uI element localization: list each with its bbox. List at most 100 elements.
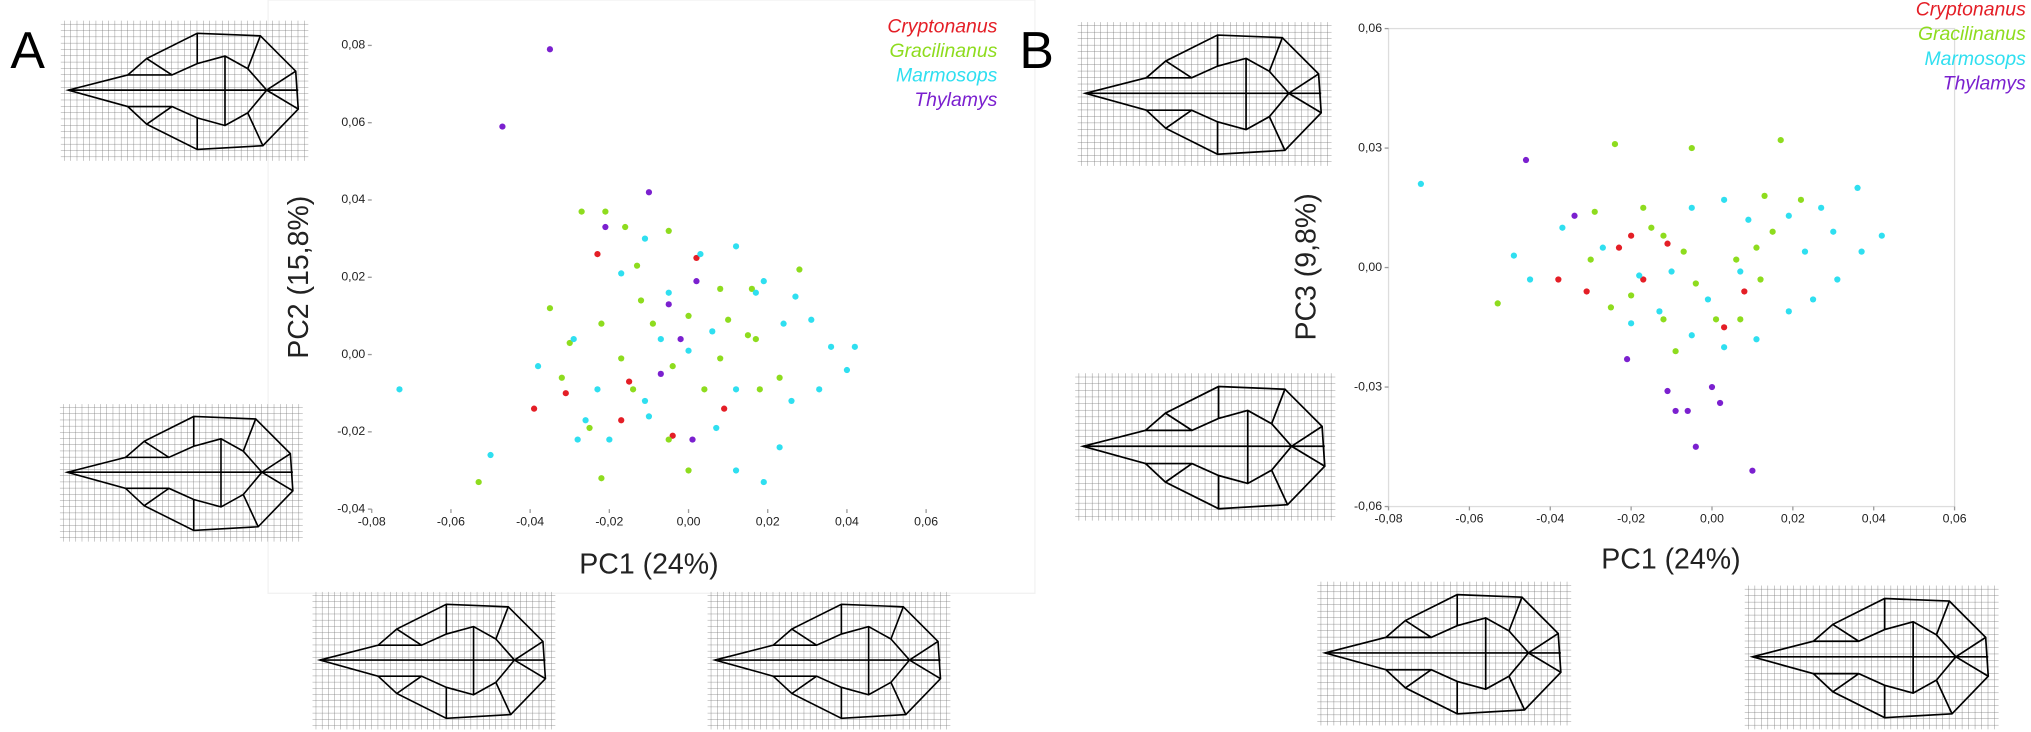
data-point: [618, 355, 624, 361]
data-point: [1717, 400, 1723, 406]
panel-label: A: [10, 21, 45, 79]
deformation-grid: [61, 21, 309, 161]
data-point: [678, 336, 684, 342]
data-point: [547, 305, 553, 311]
data-point: [1656, 308, 1662, 314]
data-point: [396, 386, 402, 392]
data-point: [642, 398, 648, 404]
x-tick-label: -0,06: [437, 514, 465, 528]
data-point: [1588, 256, 1594, 262]
data-point: [1721, 344, 1727, 350]
data-point: [670, 363, 676, 369]
data-point: [1753, 245, 1759, 251]
data-point: [1778, 137, 1784, 143]
data-point: [1733, 256, 1739, 262]
data-point: [1523, 157, 1529, 163]
data-point: [602, 208, 608, 214]
deformation-grid: [708, 592, 951, 730]
data-point: [1668, 268, 1674, 274]
y-tick-label: -0,02: [337, 424, 365, 438]
x-tick-label: -0,08: [358, 514, 386, 528]
data-point: [626, 378, 632, 384]
data-point: [1854, 185, 1860, 191]
data-point: [1689, 145, 1695, 151]
data-point: [844, 367, 850, 373]
data-point: [1737, 268, 1743, 274]
data-point: [1664, 388, 1670, 394]
data-point: [1749, 468, 1755, 474]
y-tick-label: -0,03: [1354, 379, 1382, 393]
legend-entry: Marmosops: [1924, 48, 2026, 70]
deformation-grid: [1317, 582, 1571, 726]
plot-frame: [1389, 29, 1955, 507]
data-point: [1705, 296, 1711, 302]
data-point: [1648, 225, 1654, 231]
x-tick-label: -0,06: [1455, 512, 1483, 526]
data-point: [622, 224, 628, 230]
data-point: [1713, 316, 1719, 322]
data-point: [753, 336, 759, 342]
data-point: [1628, 292, 1634, 298]
data-point: [816, 386, 822, 392]
data-point: [1418, 181, 1424, 187]
data-point: [646, 413, 652, 419]
data-point: [725, 317, 731, 323]
data-point: [1721, 324, 1727, 330]
x-tick-label: 0,04: [1862, 512, 1886, 526]
data-point: [788, 398, 794, 404]
data-point: [1600, 245, 1606, 251]
data-point: [630, 386, 636, 392]
data-point: [1685, 408, 1691, 414]
data-point: [1592, 209, 1598, 215]
y-axis-label: PC2 (15,8%): [283, 196, 315, 359]
y-axis-label: PC3 (9,8%): [1291, 193, 1323, 340]
data-point: [1693, 280, 1699, 286]
x-tick-label: -0,02: [1617, 512, 1645, 526]
data-point: [1761, 193, 1767, 199]
data-point: [487, 452, 493, 458]
y-tick-label: 0,03: [1358, 140, 1382, 154]
x-axis-label: PC1 (24%): [579, 549, 718, 581]
data-point: [733, 467, 739, 473]
data-point: [697, 251, 703, 257]
data-point: [1636, 272, 1642, 278]
data-point: [535, 363, 541, 369]
data-point: [1879, 233, 1885, 239]
data-point: [745, 332, 751, 338]
data-point: [666, 228, 672, 234]
data-point: [606, 436, 612, 442]
legend-entry: Gracilinanus: [1918, 23, 2026, 45]
data-point: [594, 386, 600, 392]
data-point: [1628, 233, 1634, 239]
y-tick-label: 0,06: [1358, 21, 1382, 35]
data-point: [1709, 384, 1715, 390]
y-tick-label: 0,06: [341, 115, 365, 129]
data-point: [1802, 249, 1808, 255]
data-point: [753, 290, 759, 296]
data-point: [1689, 205, 1695, 211]
data-point: [1555, 276, 1561, 282]
data-point: [1664, 241, 1670, 247]
data-point: [559, 375, 565, 381]
data-point: [1495, 300, 1501, 306]
data-point: [685, 313, 691, 319]
data-point: [761, 479, 767, 485]
data-point: [531, 406, 537, 412]
legend-entry: Cryptonanus: [887, 15, 997, 37]
x-tick-label: 0,00: [677, 514, 701, 528]
data-point: [757, 386, 763, 392]
x-tick-label: 0,04: [835, 514, 859, 528]
data-point: [1672, 408, 1678, 414]
data-point: [721, 406, 727, 412]
data-point: [796, 266, 802, 272]
deformation-grid: [1078, 22, 1332, 166]
y-tick-label: 0,04: [341, 192, 365, 206]
data-point: [650, 321, 656, 327]
data-point: [1757, 276, 1763, 282]
data-point: [685, 467, 691, 473]
data-point: [1559, 225, 1565, 231]
x-tick-label: 0,00: [1700, 512, 1724, 526]
data-point: [1640, 205, 1646, 211]
data-point: [1681, 249, 1687, 255]
legend-entry: Thylamys: [1943, 72, 2026, 94]
